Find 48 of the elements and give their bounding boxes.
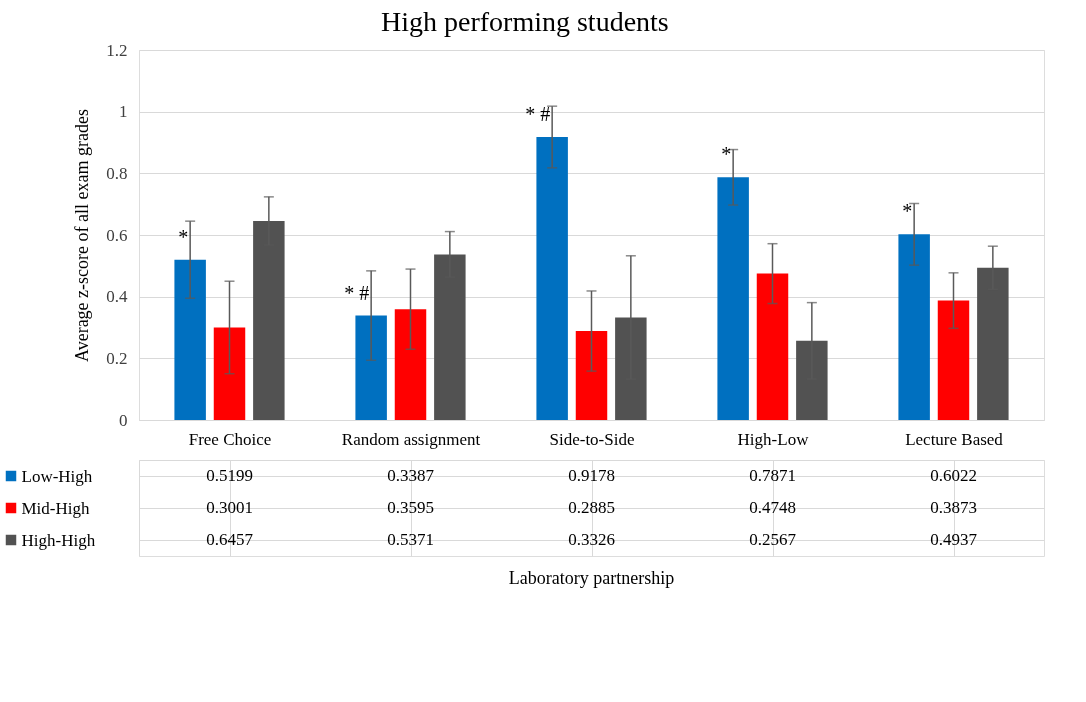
bar: [898, 234, 930, 420]
y-axis-title: Average z-score of all exam grades: [72, 108, 93, 363]
x-tick-label: Lecture Based: [905, 429, 1004, 449]
bar: [756, 273, 789, 420]
data-label: 0.3387: [387, 466, 435, 485]
data-label: 0.3873: [930, 498, 977, 517]
data-label: 0.5371: [387, 530, 434, 549]
text: Laboratory partnership: [508, 568, 675, 588]
legend-label: Low-High: [21, 466, 93, 486]
data-label: 0.9178: [568, 466, 615, 485]
data-label: 0.3001: [206, 498, 253, 517]
bar: [174, 259, 206, 420]
bar: [717, 177, 749, 420]
annotation: *: [721, 143, 732, 166]
bar: [536, 137, 568, 420]
y-tick-label: 1: [119, 102, 128, 122]
legend-label: High-High: [21, 530, 96, 550]
chart-title: High performing students: [381, 5, 669, 37]
bar: [937, 300, 970, 420]
data-label: 0.6457: [206, 530, 254, 549]
y-tick-label: 0.2: [106, 348, 128, 368]
y-tick-label: 0.6: [106, 225, 128, 245]
data-label: 0.4937: [930, 530, 978, 549]
data-label: 0.5199: [206, 466, 253, 485]
bar: [575, 331, 608, 420]
x-tick-label: High-Low: [737, 429, 810, 449]
data-label: 0.3326: [568, 530, 615, 549]
data-label: 0.7871: [749, 466, 796, 485]
bar: [394, 309, 427, 420]
annotation: * #: [525, 103, 551, 126]
data-label: 0.2885: [568, 498, 615, 517]
y-tick-label: 0.4: [106, 287, 128, 307]
data-label: 0.3595: [387, 498, 434, 517]
annotation: *: [178, 225, 189, 248]
bar: [355, 315, 387, 420]
y-tick-label: 0: [119, 410, 128, 430]
annotation: *: [902, 200, 913, 223]
data-label: 0.4748: [749, 498, 796, 517]
x-tick-label: Free Choice: [188, 429, 272, 449]
annotation: * #: [344, 281, 370, 304]
data-label: 0.2567: [749, 530, 797, 549]
y-tick-label: 0.8: [106, 163, 128, 183]
x-tick-label: Side-to-Side: [549, 429, 635, 449]
legend-label: Mid-High: [21, 498, 90, 518]
bar: [213, 327, 246, 420]
data-label: 0.6022: [930, 466, 977, 485]
x-tick-label: Random assignment: [341, 429, 481, 449]
y-tick-label: 1.2: [106, 40, 128, 60]
